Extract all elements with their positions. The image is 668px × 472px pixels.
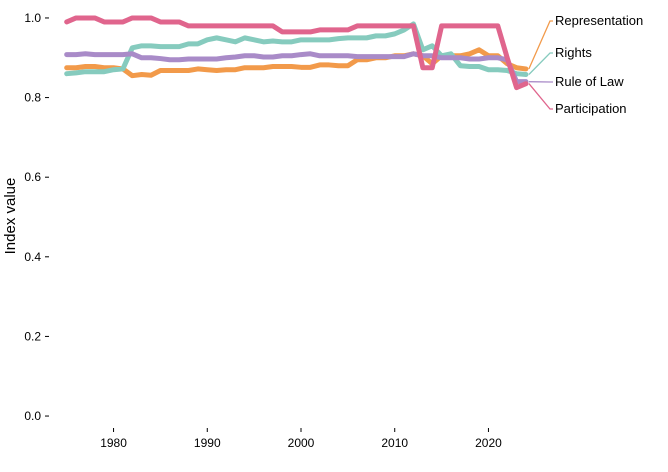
legend-label-rule-of-law: Rule of Law	[555, 74, 624, 89]
legend-leader-participation	[528, 83, 553, 110]
series-line-rights	[64, 21, 529, 77]
y-tick-label: 0.2	[24, 329, 41, 343]
x-tick-label: 2000	[288, 436, 315, 450]
x-tick-label: 2010	[381, 436, 408, 450]
x-tick-label: 2020	[475, 436, 502, 450]
y-tick-label: 1.0	[24, 11, 41, 25]
series-line-participation	[64, 15, 529, 91]
y-tick-label: 0.8	[24, 91, 41, 105]
legend-label-participation: Participation	[555, 101, 627, 116]
series-layer	[64, 15, 529, 91]
x-axis: 1980 1990 2000 2010 2020	[100, 428, 502, 450]
series-line-rule-of-law	[64, 51, 529, 85]
x-tick-label: 1990	[194, 436, 221, 450]
y-axis-title: Index value	[2, 178, 19, 255]
y-tick-label: 0.6	[24, 170, 41, 184]
y-tick-label: 0.4	[24, 250, 41, 264]
legend-label-rights: Rights	[555, 45, 592, 60]
legend-leader-rights	[528, 52, 553, 75]
y-tick-label: 0.0	[24, 409, 41, 423]
legend-leader-representation	[528, 20, 553, 70]
x-tick-label: 1980	[100, 436, 127, 450]
legend: Representation Rights Rule of Law Participa…	[528, 13, 643, 116]
y-axis: 0.0 0.2 0.4 0.6 0.8 1.0	[24, 11, 49, 423]
legend-label-representation: Representation	[555, 13, 643, 28]
